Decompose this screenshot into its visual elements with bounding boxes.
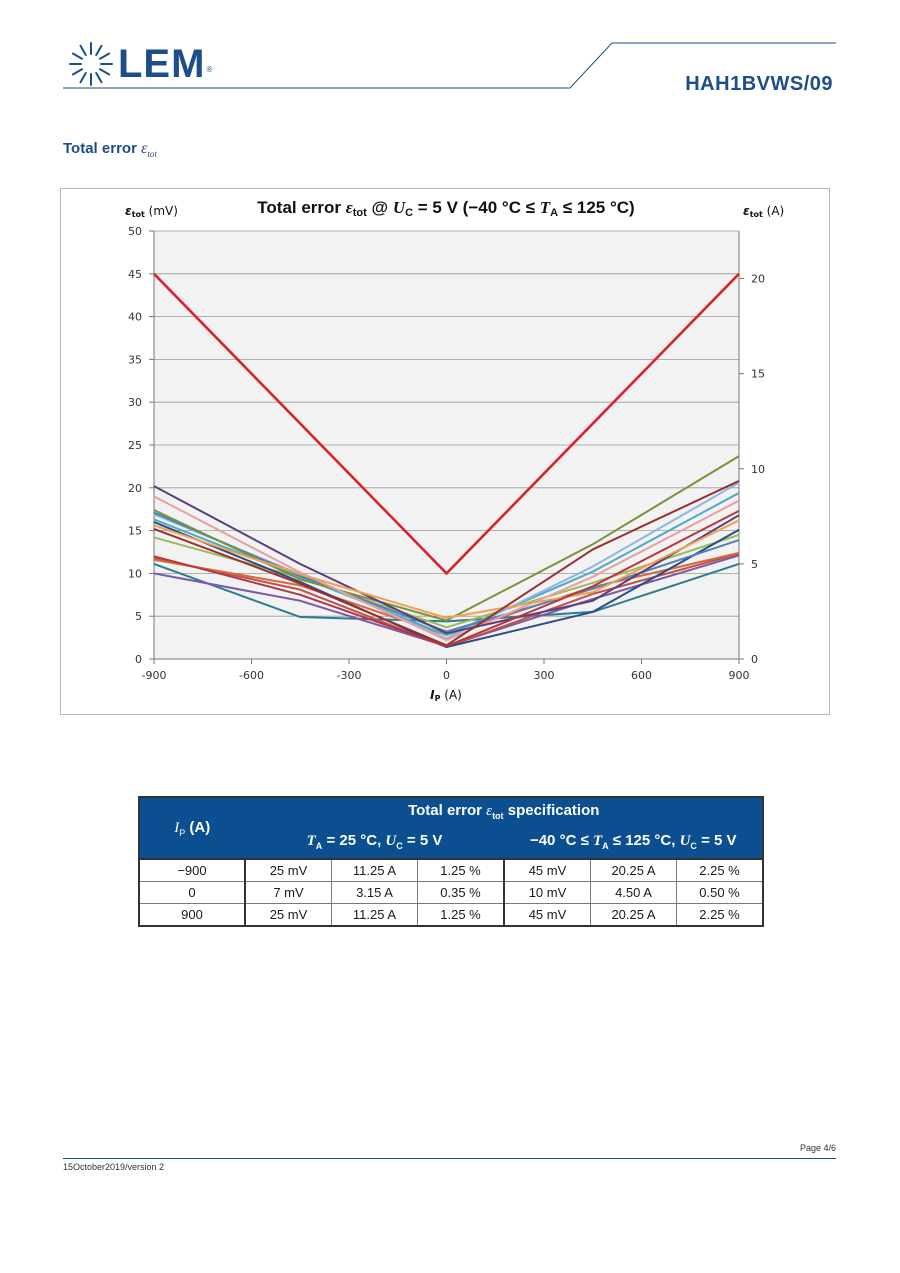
total-error-chart: 0 5 10 15 20 25 30 35 40 45 50 0 5 10 15 20 -900 -600 -300… <box>125 198 784 703</box>
chart-title: Total error εtot @ UC = 5 V (−40 °C ≤ TA… <box>257 198 634 219</box>
table-row: 0 7 mV 3.15 A 0.35 % 10 mV 4.50 A 0.50 % <box>138 881 764 904</box>
x-tick-label: -300 <box>337 669 362 682</box>
cell: 20.25 A <box>590 903 677 927</box>
cell: 7 mV <box>244 881 332 904</box>
y-tick-label-left: 10 <box>128 567 142 580</box>
cell-ip: 0 <box>138 881 246 904</box>
col-header-ip: IP (A) <box>138 796 246 860</box>
total-error-spec-table: IP (A) Total error εtot specification TA… <box>138 796 764 927</box>
chart-frame: 0 5 10 15 20 25 30 35 40 45 50 0 5 10 15 20 -900 -600 -300… <box>60 188 830 715</box>
cell: 45 mV <box>503 903 591 927</box>
cell: 11.25 A <box>331 903 418 927</box>
group-header-range: −40 °C ≤ TA ≤ 125 °C, UC = 5 V <box>503 824 764 860</box>
series-line-13 <box>153 519 740 619</box>
y-tick-label-right: 15 <box>751 368 765 381</box>
section-title: Total error εtot <box>63 140 157 159</box>
series-line-11 <box>153 495 740 642</box>
version-date: 15October2019/version 2 <box>63 1162 165 1172</box>
series-line-5 <box>153 533 740 629</box>
y-tick-label-left: 50 <box>128 225 142 238</box>
logo-wordmark: LEM® <box>118 42 214 86</box>
cell: 2.25 % <box>676 858 764 882</box>
y-tick-label-left: 5 <box>135 610 142 623</box>
y-tick-label-left: 20 <box>128 482 142 495</box>
cell: 1.25 % <box>417 903 505 927</box>
page-number: Page 4/6 <box>799 1143 836 1153</box>
cell: 10 mV <box>503 881 591 904</box>
y-axis-left-label: εtot (mV) <box>125 204 178 219</box>
x-tick-label: -600 <box>239 669 264 682</box>
group-header-spec: Total error εtot specification <box>244 796 764 825</box>
cell-ip: −900 <box>138 858 246 882</box>
x-axis-label: IP (A) <box>430 688 462 703</box>
spec-limit-line <box>153 272 740 576</box>
cell: 1.25 % <box>417 858 505 882</box>
y-tick-label-right: 20 <box>751 273 765 286</box>
y-tick-label-left: 45 <box>128 268 142 281</box>
y-tick-label-right: 10 <box>751 463 765 476</box>
series-line-15 <box>153 510 740 648</box>
y-tick-label-left: 25 <box>128 439 142 452</box>
cell: 25 mV <box>244 858 332 882</box>
x-tick-label: 600 <box>631 669 652 682</box>
x-tick-label: 900 <box>729 669 750 682</box>
cell: 2.25 % <box>676 903 764 927</box>
cell: 20.25 A <box>590 858 677 882</box>
cell: 0.50 % <box>676 881 764 904</box>
x-tick-label: -900 <box>142 669 167 682</box>
header-rule <box>63 42 836 89</box>
y-tick-label-left: 40 <box>128 311 142 324</box>
y-tick-label-right: 5 <box>751 558 758 571</box>
table-row: −900 25 mV 11.25 A 1.25 % 45 mV 20.25 A … <box>138 858 764 882</box>
cell: 3.15 A <box>331 881 418 904</box>
y-tick-label-right: 0 <box>751 653 758 666</box>
cell: 0.35 % <box>417 881 505 904</box>
x-tick-label: 300 <box>534 669 555 682</box>
cell: 45 mV <box>503 858 591 882</box>
y-tick-label-left: 0 <box>135 653 142 666</box>
group-header-25c: TA = 25 °C, UC = 5 V <box>244 824 505 860</box>
y-tick-label-left: 35 <box>128 353 142 366</box>
table-row: 900 25 mV 11.25 A 1.25 % 45 mV 20.25 A 2… <box>138 903 764 927</box>
cell: 25 mV <box>244 903 332 927</box>
series-line-10 <box>153 455 740 622</box>
y-tick-label-left: 30 <box>128 396 142 409</box>
y-axis-right-label: εtot (A) <box>743 204 784 219</box>
cell: 4.50 A <box>590 881 677 904</box>
cell-ip: 900 <box>138 903 246 927</box>
cell: 11.25 A <box>331 858 418 882</box>
x-tick-label: 0 <box>443 669 450 682</box>
footer-rule <box>63 1158 836 1159</box>
lem-logo-icon <box>69 42 113 86</box>
part-number: HAH1BVWS/09 <box>685 73 833 95</box>
series-line-12 <box>153 485 740 635</box>
y-tick-label-left: 15 <box>128 525 142 538</box>
